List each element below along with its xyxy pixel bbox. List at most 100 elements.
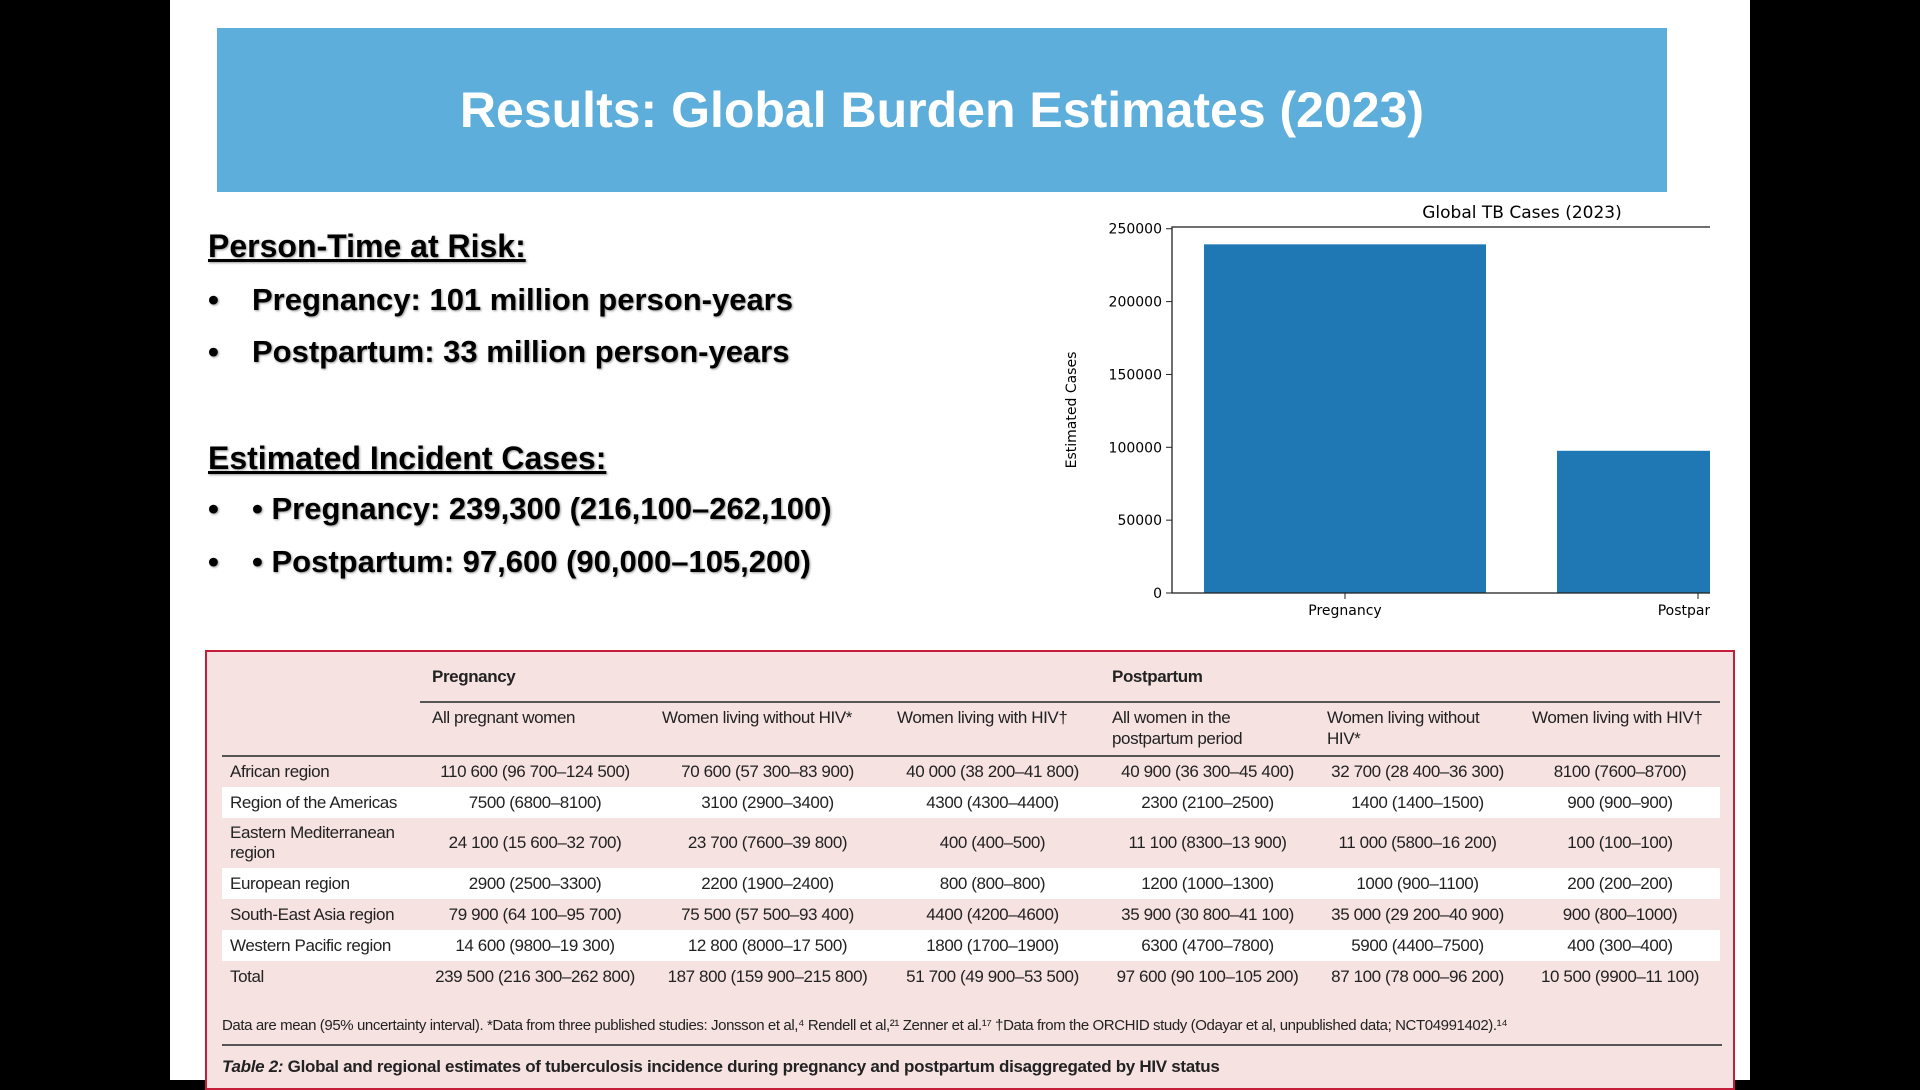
table-footnote: Data are mean (95% uncertainty interval)…	[222, 1017, 1722, 1046]
incident-item: • • Postpartum: 97,600 (90,000–105,200)	[208, 544, 811, 580]
table-cell: 40 900 (36 300–45 400)	[1121, 762, 1294, 781]
slide-title: Results: Global Burden Estimates (2023)	[459, 82, 1425, 138]
table-cell: 40 000 (38 200–41 800)	[906, 762, 1079, 781]
table-row: Region of the Americas 7500 (6800–8100) 31…	[222, 787, 1720, 818]
table-row: Western Pacific region 14 600 (9800–19 30…	[222, 930, 1720, 961]
row-label: Western Pacific region	[230, 935, 391, 955]
bar-chart: Global TB Cases (2023) Estimated Cases 0…	[1064, 203, 1710, 619]
caption-label: Table 2:	[222, 1057, 284, 1076]
bullet: •	[208, 282, 219, 317]
incidence-table: Pregnancy Postpartum All pregnant women Wo…	[222, 652, 1720, 992]
y-tick-label: 50000	[1117, 513, 1162, 529]
row-label: Region of the Americas	[230, 792, 397, 812]
row-label: South-East Asia region	[230, 904, 395, 924]
person-time-item: • Pregnancy: 101 million person-years	[208, 282, 793, 318]
item-text: Pregnancy: 101 million person-years	[252, 282, 793, 317]
table-row: European region 2900 (2500–3300) 2200 (190…	[222, 868, 1720, 899]
table-cell: 4300 (4300–4400)	[926, 792, 1059, 812]
table-cell: 35 000 (29 200–40 900)	[1331, 904, 1504, 924]
caption-text: Global and regional estimates of tubercu…	[283, 1057, 1220, 1076]
table-cell: 239 500 (216 300–262 800)	[435, 966, 635, 986]
column-header: All women in the postpartum period	[1100, 702, 1315, 757]
table-cell: 1200 (1000–1300)	[1141, 873, 1274, 893]
bar-pregnancy	[1204, 244, 1486, 593]
table-cell: 5900 (4400–7500)	[1351, 935, 1484, 955]
row-label: Total	[230, 966, 264, 986]
bullet: •	[208, 544, 219, 579]
row-label: African region	[230, 762, 330, 781]
table-cell: 2900 (2500–3300)	[468, 873, 602, 893]
table-cell: 2300 (2100–2500)	[1141, 792, 1274, 812]
item-text: • Pregnancy: 239,300 (216,100–262,100)	[252, 491, 832, 526]
table-cell: 900 (900–900)	[1567, 792, 1673, 812]
y-tick-label: 100000	[1109, 440, 1162, 456]
person-time-item: • Postpartum: 33 million person-years	[208, 334, 789, 370]
table-cell: 12 800 (8000–17 500)	[687, 935, 848, 955]
item-text: • Postpartum: 97,600 (90,000–105,200)	[252, 544, 811, 579]
column-header: All pregnant women	[420, 702, 650, 757]
y-tick-label: 200000	[1109, 295, 1162, 311]
column-header: Women living without HIV*	[1315, 702, 1520, 757]
table-caption: Table 2: Global and regional estimates o…	[222, 1057, 1220, 1077]
table-cell: 2200 (1900–2400)	[701, 873, 834, 893]
table-cell: 23 700 (7600–39 800)	[687, 833, 848, 852]
slide: Results: Global Burden Estimates (2023) …	[170, 0, 1750, 1090]
y-tick-label: 250000	[1109, 222, 1162, 238]
table-cell: 3100 (2900–3400)	[701, 792, 834, 812]
x-tick-label: Pregnancy	[1308, 603, 1381, 619]
bullet: •	[208, 491, 219, 526]
bullet: •	[208, 334, 219, 369]
column-header: Women living without HIV*	[650, 702, 885, 757]
person-time-heading: Person-Time at Risk:	[208, 228, 526, 264]
table-cell: 24 100 (15 600–32 700)	[448, 833, 622, 852]
table-cell: 32 700 (28 400–36 300)	[1331, 762, 1504, 781]
table-cell: 110 600 (96 700–124 500)	[440, 762, 630, 781]
y-tick-label: 0	[1153, 586, 1162, 602]
x-tick-label: Postpartum	[1658, 603, 1710, 619]
chart-title: Global TB Cases (2023)	[1422, 203, 1621, 223]
row-label: European region	[230, 873, 350, 893]
table-cell: 200 (200–200)	[1567, 873, 1673, 893]
table-cell: 14 600 (9800–19 300)	[455, 935, 615, 955]
table-cell: 400 (300–400)	[1567, 935, 1673, 955]
table-row: Eastern Mediterranean region 24 100 (15 6…	[222, 818, 1720, 868]
table-cell: 11 000 (5800–16 200)	[1338, 833, 1497, 852]
table-cell: 51 700 (49 900–53 500)	[906, 966, 1079, 986]
table-cell: 400 (400–500)	[939, 833, 1046, 852]
table-cell: 79 900 (64 100–95 700)	[448, 904, 622, 924]
group-header: Postpartum	[1100, 652, 1720, 703]
table-cell: 8100 (7600–8700)	[1553, 762, 1687, 781]
table-cell: 97 600 (90 100–105 200)	[1116, 966, 1299, 986]
table-cell: 900 (800–1000)	[1562, 904, 1678, 924]
table-cell: 10 500 (9900–11 100)	[1540, 966, 1700, 986]
group-header: Pregnancy	[420, 652, 1100, 703]
table-cell: 1000 (900–1100)	[1356, 873, 1479, 893]
table-cell: 70 600 (57 300–83 900)	[681, 762, 854, 781]
row-label: Eastern Mediterranean region	[230, 823, 395, 862]
table-cell: 1800 (1700–1900)	[926, 935, 1059, 955]
table-cell: 7500 (6800–8100)	[468, 792, 602, 812]
table-cell: 100 (100–100)	[1567, 833, 1673, 852]
column-header: Women living with HIV†	[1520, 702, 1720, 757]
table-cell: 11 100 (8300–13 900)	[1128, 833, 1287, 852]
table-cell: 6300 (4700–7800)	[1141, 935, 1274, 955]
y-tick-label: 150000	[1109, 367, 1162, 383]
data-table-panel: Pregnancy Postpartum All pregnant women Wo…	[205, 650, 1735, 1090]
table-row: African region 110 600 (96 700–124 500) 70…	[222, 756, 1720, 787]
title-banner: Results: Global Burden Estimates (2023)	[217, 28, 1667, 192]
table-cell: 75 500 (57 500–93 400)	[681, 904, 854, 924]
table-cell: 35 900 (30 800–41 100)	[1121, 904, 1294, 924]
table-row: Total 239 500 (216 300–262 800) 187 800 (1…	[222, 961, 1720, 992]
table-row: South-East Asia region 79 900 (64 100–95 …	[222, 899, 1720, 930]
table-cell: 800 (800–800)	[939, 873, 1046, 893]
plot-frame	[1171, 226, 1710, 594]
table-cell: 187 800 (159 900–215 800)	[667, 966, 868, 986]
incident-heading: Estimated Incident Cases:	[208, 440, 607, 476]
table-cell: 4400 (4200–4600)	[926, 904, 1059, 924]
y-axis-label: Estimated Cases	[1064, 352, 1080, 469]
table-cell: 87 100 (78 000–96 200)	[1331, 966, 1504, 986]
column-header: Women living with HIV†	[885, 702, 1100, 757]
bar-postpartum	[1557, 450, 1710, 593]
table-cell: 1400 (1400–1500)	[1351, 792, 1484, 812]
incident-item: • • Pregnancy: 239,300 (216,100–262,100)	[208, 491, 832, 527]
